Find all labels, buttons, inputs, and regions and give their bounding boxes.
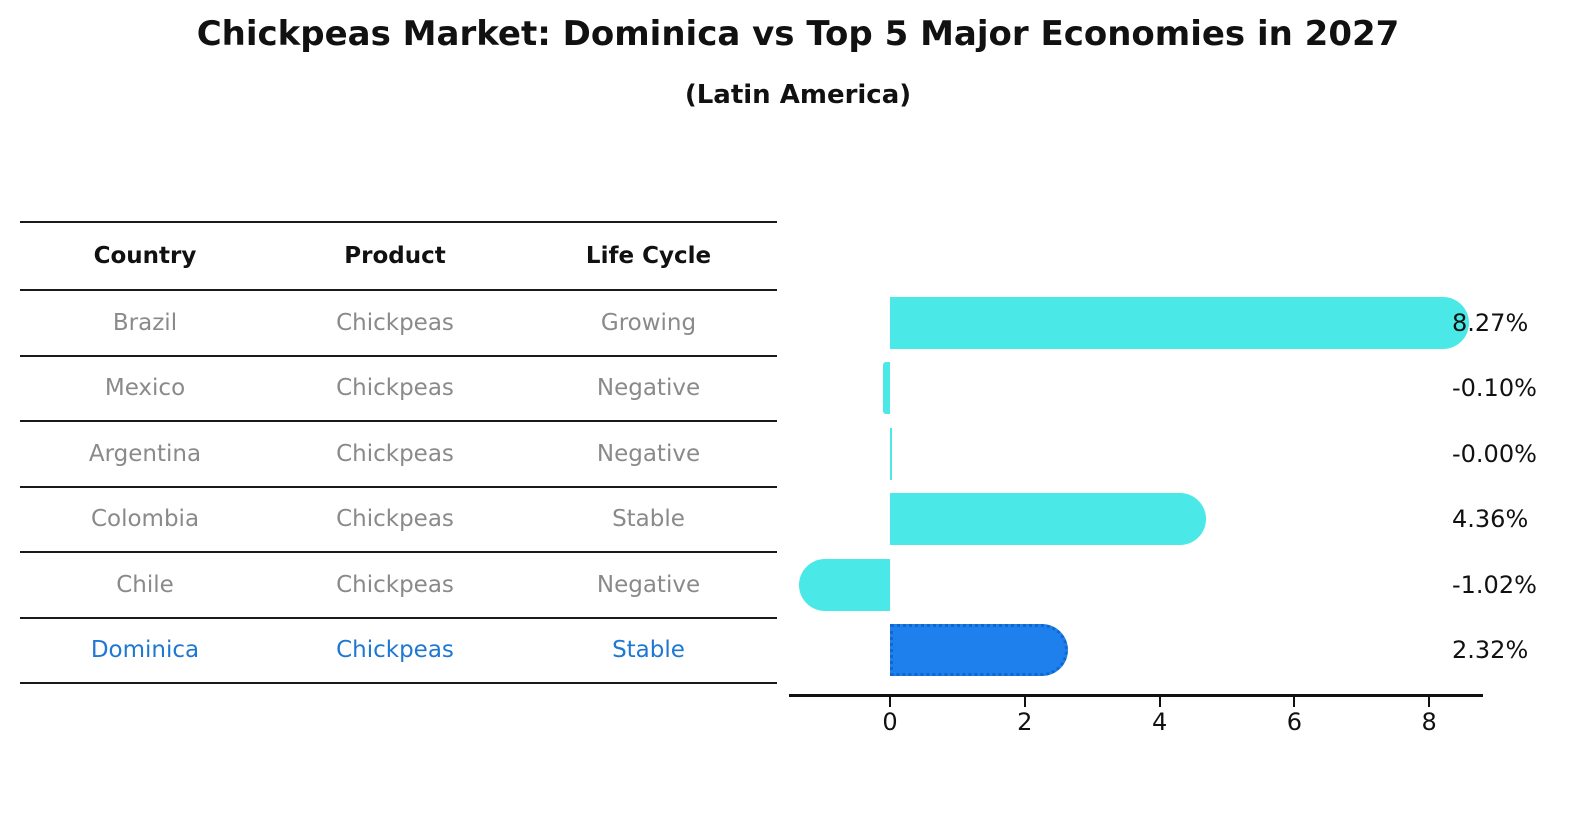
table-row-chile: Chile Chickpeas Negative — [20, 553, 777, 619]
bar-argentina — [890, 427, 892, 480]
cell-product: Chickpeas — [336, 637, 454, 664]
table-row-dominica: Dominica Chickpeas Stable — [20, 619, 777, 684]
page-subtitle: (Latin America) — [684, 80, 912, 110]
value-label-chile: -1.02% — [1452, 570, 1537, 599]
value-label-colombia: 4.36% — [1452, 505, 1529, 534]
cell-country: Brazil — [112, 309, 178, 336]
page-title: Chickpeas Market: Dominica vs Top 5 Majo… — [196, 14, 1400, 54]
x-axis-tick-label: 0 — [882, 708, 898, 736]
column-header-country: Country — [93, 243, 197, 269]
x-axis-tick — [1293, 697, 1296, 707]
cell-life-cycle: Stable — [612, 506, 685, 533]
cell-product: Chickpeas — [336, 375, 454, 402]
table-row-mexico: Mexico Chickpeas Negative — [20, 357, 777, 422]
bar-dominica — [890, 624, 1069, 677]
value-label-mexico: -0.10% — [1452, 374, 1537, 403]
cell-country: Mexico — [104, 375, 186, 402]
x-axis-tick — [1158, 697, 1161, 707]
cell-life-cycle: Negative — [596, 375, 701, 402]
cell-product: Chickpeas — [336, 506, 454, 533]
cell-country: Chile — [116, 571, 174, 598]
column-header-product: Product — [344, 243, 446, 269]
x-axis-tick-label: 8 — [1421, 708, 1437, 736]
table-row-colombia: Colombia Chickpeas Stable — [20, 488, 777, 553]
cell-country: Argentina — [88, 440, 202, 467]
bar-brazil — [890, 296, 1470, 349]
cell-product: Chickpeas — [336, 440, 454, 467]
x-axis-tick-label: 6 — [1286, 708, 1303, 736]
table-row-argentina: Argentina Chickpeas Negative — [20, 422, 777, 488]
country-table: Country Product Life Cycle Brazil Chickp… — [20, 221, 777, 684]
column-header-life-cycle: Life Cycle — [585, 243, 712, 269]
cell-country: Dominica — [90, 637, 200, 664]
value-label-dominica: 2.32% — [1452, 636, 1529, 665]
x-axis-tick — [889, 697, 891, 707]
x-axis-tick-label: 4 — [1151, 708, 1168, 736]
table-header-row: Country Product Life Cycle — [20, 223, 777, 291]
x-axis-line — [788, 694, 1484, 697]
x-axis-tick — [1428, 697, 1431, 707]
x-axis-tick-label: 2 — [1017, 708, 1033, 736]
value-label-argentina: -0.00% — [1452, 439, 1537, 468]
cell-product: Chickpeas — [336, 309, 454, 336]
cell-country: Colombia — [90, 506, 200, 533]
cell-life-cycle: Growing — [600, 309, 697, 336]
bar-colombia — [890, 493, 1206, 546]
bar-mexico — [883, 362, 890, 415]
cell-life-cycle: Stable — [612, 637, 685, 664]
cell-product: Chickpeas — [336, 571, 454, 598]
x-axis-tick — [1023, 697, 1026, 707]
cell-life-cycle: Negative — [596, 571, 701, 598]
bar-chile — [799, 558, 890, 611]
table-row-brazil: Brazil Chickpeas Growing — [20, 291, 777, 357]
value-label-brazil: 8.27% — [1452, 308, 1529, 337]
cell-life-cycle: Negative — [596, 440, 701, 467]
